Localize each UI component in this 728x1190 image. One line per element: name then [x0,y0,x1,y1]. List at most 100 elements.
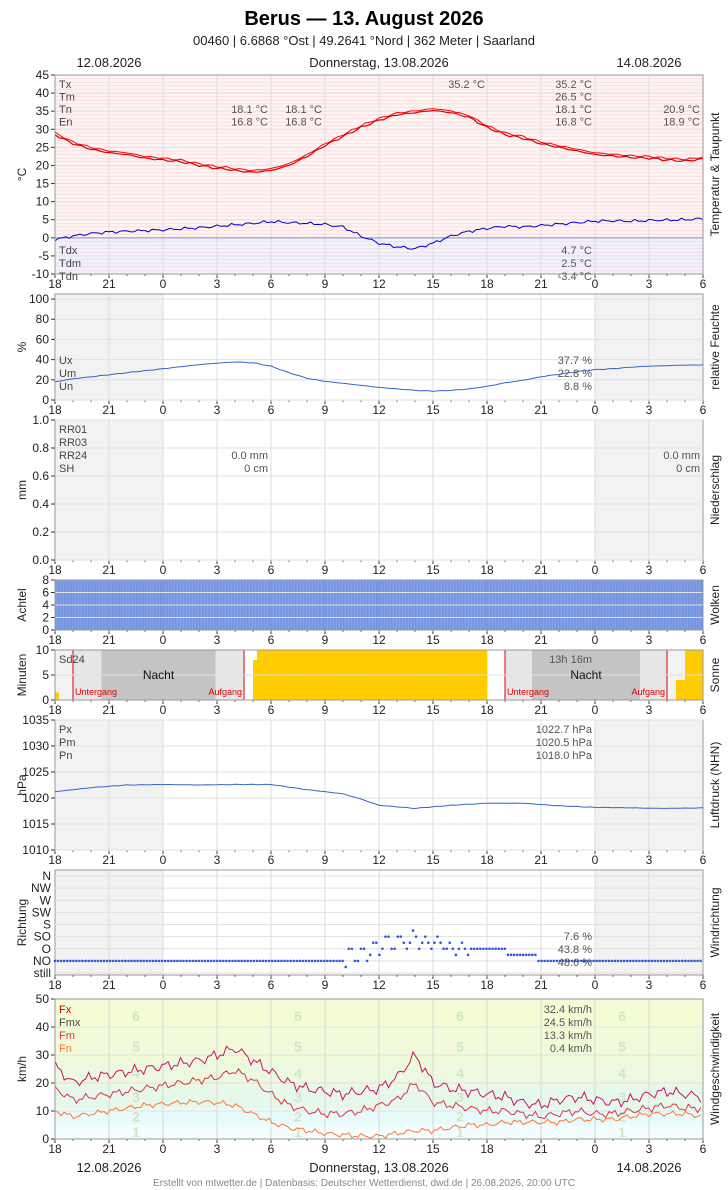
clouds-xtick-label: 9 [322,633,329,647]
wind-dir-point [176,959,179,963]
humidity-legend-value: 37.7 % [558,355,592,367]
wind-dir-point [329,959,332,963]
sun-border [54,649,704,701]
dewpoint-series-line [54,217,704,250]
temp-legend-value: 35.2 °C [448,79,485,91]
wind-dir-point [512,953,516,957]
wind-dir-point [322,959,326,963]
wind-dir-point [371,941,375,944]
wind-dir-point [619,959,623,963]
wind-dir-point [127,959,130,963]
wind-dir-point [319,959,323,963]
wind-dir-point [644,959,647,963]
temp-ytick-label: 15 [36,177,50,191]
wind-dir-point [622,959,626,963]
wind-speed-legend-value: 0.4 km/h [550,1043,592,1055]
pressure-ytick-label: 1025 [22,765,49,779]
wind-dir-point [445,947,448,951]
wind-dir-point [598,959,601,963]
wind-dir-point [283,959,286,963]
wind-dir-point [157,959,161,963]
pressure-legend-value: 1020.5 hPa [536,737,593,749]
wind-dir-point [84,959,87,963]
temp-xtick-label: 6 [700,277,707,291]
precip-ytick-label: 0.6 [32,469,49,483]
clouds-xtick-label: 21 [534,633,548,647]
wind-bft-label: 3 [294,1089,302,1105]
humidity-legend-code: Ux [59,355,73,367]
precip-xtick-label: 0 [160,563,167,577]
wind-dir-point [699,959,702,963]
pressure-series-line [54,783,704,810]
wind-dir-point [417,947,421,951]
wind-dir-point [117,959,121,963]
wind-dir-point [206,959,210,963]
temp-ytick-label: 30 [36,122,50,136]
wind-dir-point [524,953,528,957]
sun-bar [253,660,258,700]
wind-speed-legend-value: 32.4 km/h [544,1004,592,1016]
clouds-ytick-label: 4 [42,598,49,612]
wind-speed-series-line [54,1099,701,1139]
wind-dir-point [81,959,84,963]
dewpoint-legend-code: Tdm [59,258,81,270]
wind-dir-point [656,959,660,963]
wind-bft-label: 3 [456,1089,464,1105]
wind-dir-point [665,959,669,963]
wind-dir-point [163,959,167,963]
wind-dir-point [561,959,565,963]
wind_speed-xtick-label: 6 [700,1142,707,1156]
wind-dir-point [335,959,338,963]
wind_dir-xtick-label: 9 [322,978,329,992]
sun-xtick-label: 6 [268,703,275,717]
precip-xtick-label: 21 [102,563,116,577]
wind-speed-legend-code: Fn [59,1043,72,1055]
wind-dir-point [592,959,595,963]
wind-dir-point [243,959,247,963]
wind-bft-label: 1 [294,1124,302,1140]
date-right: 14.08.2026 [616,55,681,70]
wind-dir-point [641,959,644,963]
clouds-xtick-label: 6 [700,633,707,647]
wind-dir-point [136,959,139,963]
wind-dir-point [475,947,479,951]
wind_dir-right-label: Windrichtung [708,887,722,957]
precip-legend-code: SH [59,463,74,475]
precip-xtick-label: 0 [592,563,599,577]
wind-dir-point [169,959,173,963]
temp-xtick-label: 0 [160,277,167,291]
wind-bft-label: 4 [456,1065,464,1081]
pressure-legend-code: Pm [59,737,76,749]
wind-speed-legend-value: 13.3 km/h [544,1030,592,1042]
temp-legend-value: 16.8 °C [231,117,268,129]
clouds-xtick-label: 0 [160,633,167,647]
sun-daylength: 13h 16m [549,654,592,666]
wind-dir-point [365,959,369,963]
wind-dir-point [295,959,299,963]
sun-bar [676,680,685,700]
wind-dir-point [368,953,372,957]
wind-dir-point [154,959,158,963]
wind-dir-point [500,947,504,951]
wind-dir-point [280,959,283,963]
wind-dir-point [160,959,164,963]
precip-ytick-label: 0.8 [32,441,49,455]
wind-dir-point [411,929,415,932]
wind_speed-xtick-label: 18 [48,1142,62,1156]
temp-panel: 18 21 0 3 6 9 12 15 18 21 0 3 6 °C Temperatur & Taupun… [15,68,722,291]
precip-xtick-label: 3 [646,563,653,577]
temp-right-label: Temperatur & Taupunkt [708,112,722,237]
pressure-xtick-label: 6 [700,853,707,867]
wind-dir-point [662,959,666,963]
temp-ytick-label: 40 [36,86,50,100]
wind-dir-category-label: O [42,942,51,956]
wind-dir-point [298,959,302,963]
wind_dir-xtick-label: 15 [426,978,440,992]
wind-bft-label: 3 [618,1089,626,1105]
clouds-xtick-label: 18 [480,633,494,647]
wind-dir-point [604,959,608,963]
wind-dir-point [179,959,182,963]
wind-dir-point [439,941,442,944]
sun-ytick-label: 10 [36,643,50,657]
wind-dir-point [552,959,556,963]
